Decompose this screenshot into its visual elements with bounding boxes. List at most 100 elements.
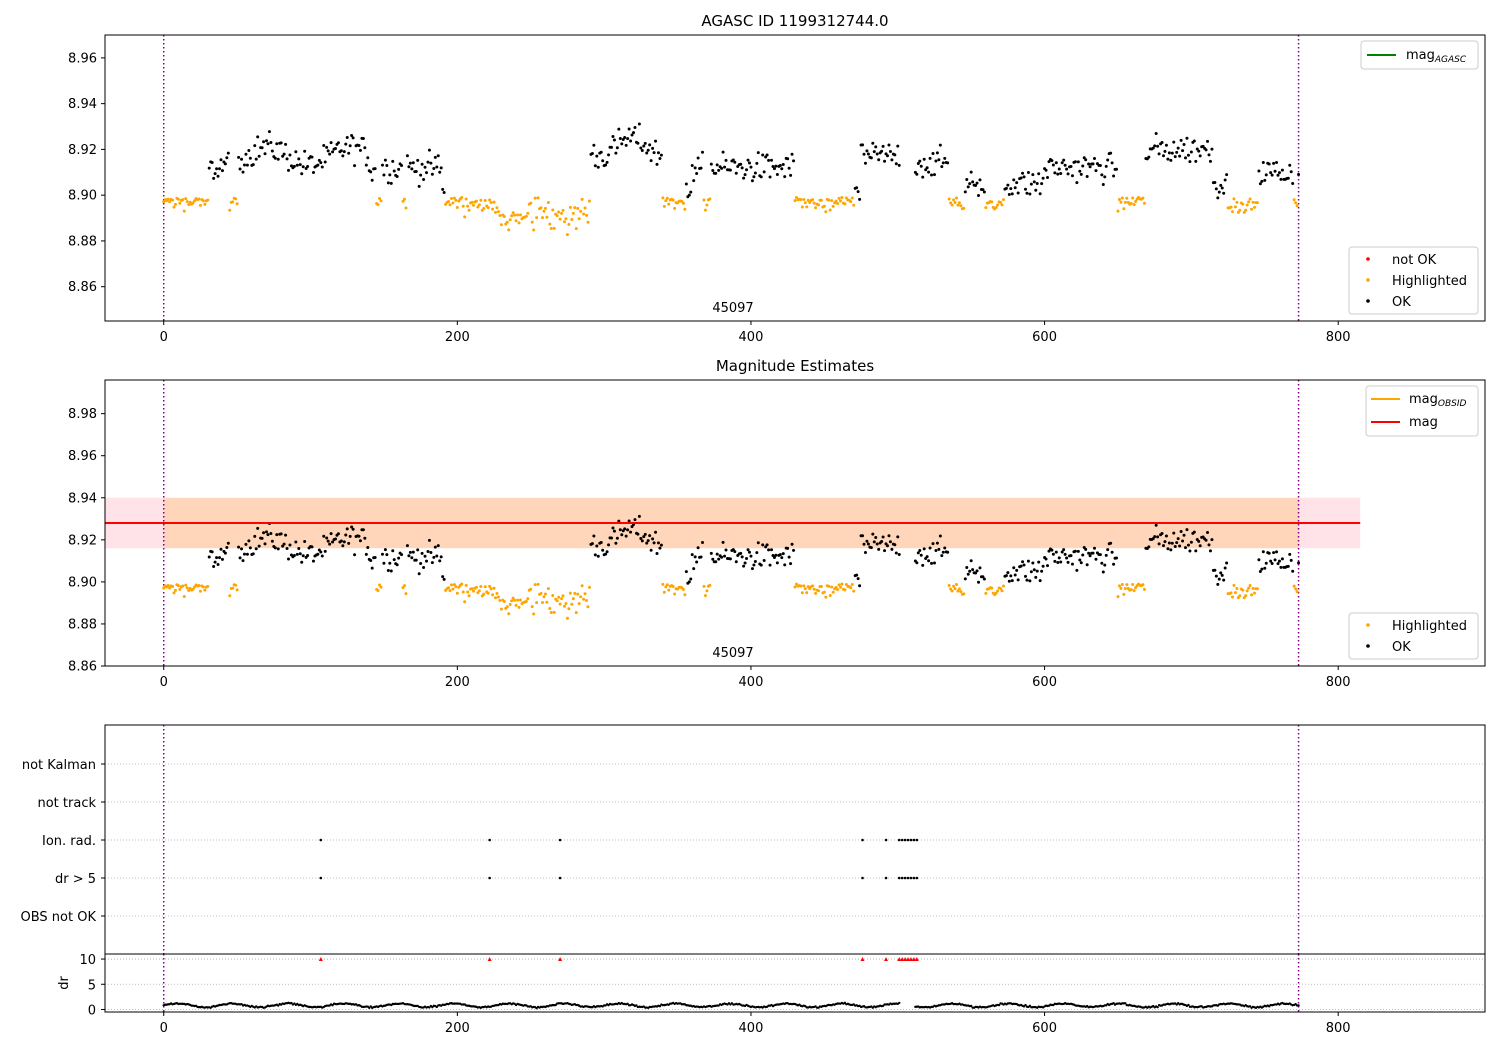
ok-point (687, 580, 691, 584)
x-tick-label: 800 (1326, 675, 1351, 690)
ok-point (695, 171, 699, 175)
ok-point (1279, 177, 1283, 181)
ok-point (288, 153, 292, 157)
highlighted-point (994, 591, 998, 595)
ok-point (1186, 543, 1190, 547)
ok-point (690, 553, 694, 557)
ok-point (656, 151, 660, 155)
ok-point (875, 152, 879, 156)
ok-point (242, 163, 246, 167)
ok-point (407, 554, 411, 558)
highlighted-point (816, 589, 820, 593)
ok-point (649, 548, 653, 552)
highlighted-point (463, 215, 467, 219)
ok-point (419, 173, 423, 177)
ok-point (1104, 164, 1108, 168)
ok-point (1267, 551, 1271, 555)
ok-point (1270, 561, 1274, 565)
ok-point (1056, 172, 1060, 176)
ok-point (370, 178, 374, 182)
ok-point (373, 555, 377, 559)
highlighted-point (586, 605, 590, 609)
highlighted-point (526, 597, 530, 601)
ok-point (425, 559, 429, 563)
ok-point (407, 165, 411, 169)
x-tick-label: 0 (160, 1021, 168, 1036)
ok-point (1041, 564, 1045, 568)
x-tick-label: 200 (445, 330, 470, 345)
y-tick-label: 8.88 (68, 234, 97, 249)
highlighted-point (379, 585, 383, 589)
ok-point (1007, 193, 1011, 197)
ok-point (687, 193, 691, 197)
ok-point (609, 536, 613, 540)
ok-point (875, 542, 879, 546)
highlighted-point (1238, 594, 1242, 598)
ok-point (778, 164, 782, 168)
y-tick-label: 8.96 (68, 449, 97, 464)
highlighted-point (378, 583, 382, 587)
ok-point (242, 552, 246, 556)
highlighted-point (837, 196, 841, 200)
ok-point (240, 547, 244, 551)
ok-point (1038, 192, 1042, 196)
ok-point (319, 161, 323, 165)
ok-point (880, 149, 884, 153)
x-tick-label: 800 (1326, 330, 1351, 345)
highlighted-point (1253, 591, 1257, 595)
x-tick-label: 200 (445, 675, 470, 690)
ok-point (1220, 186, 1224, 190)
ok-point (328, 542, 332, 546)
highlighted-point (702, 198, 706, 202)
highlighted-point (1294, 201, 1298, 205)
ok-point (266, 533, 270, 537)
highlighted-point (1295, 590, 1299, 594)
ok-point (753, 171, 757, 175)
ok-point (620, 142, 624, 146)
panel1-points (162, 122, 1301, 237)
ok-point (292, 553, 296, 557)
ok-point (1297, 172, 1301, 176)
ok-point (325, 536, 329, 540)
ok-point (281, 154, 285, 158)
ok-point (1225, 561, 1229, 565)
ok-point (623, 527, 627, 531)
highlighted-point (513, 598, 517, 602)
highlighted-point (483, 585, 487, 589)
highlighted-point (811, 198, 815, 202)
highlighted-point (956, 589, 960, 593)
highlighted-point (805, 591, 809, 595)
dr-clipped-marker (884, 957, 889, 962)
ok-point (400, 553, 404, 557)
highlighted-point (162, 200, 166, 204)
highlighted-point (532, 228, 536, 232)
ok-point (743, 561, 747, 565)
dr-points (162, 957, 1300, 1010)
ok-point (264, 139, 268, 143)
ok-point (624, 143, 628, 147)
ok-point (1214, 187, 1218, 191)
ok-point (775, 172, 779, 176)
ok-point (656, 541, 660, 545)
ok-point (1006, 571, 1010, 575)
highlighted-point (580, 584, 584, 588)
highlighted-point (536, 196, 540, 200)
ok-point (1206, 139, 1210, 143)
ok-point (858, 197, 862, 201)
ok-point (755, 161, 759, 165)
ok-point (709, 551, 713, 555)
ok-point (1087, 551, 1091, 555)
ok-point (241, 170, 245, 174)
highlighted-point (664, 199, 668, 203)
ok-point (645, 151, 649, 155)
ok-point (652, 541, 656, 545)
highlighted-point (231, 586, 235, 590)
ok-point (684, 182, 688, 186)
ok-point (269, 141, 273, 145)
ok-point (279, 141, 283, 145)
ok-point (885, 544, 889, 548)
highlighted-point (516, 598, 520, 602)
legend-marker (1366, 257, 1370, 261)
highlighted-point (570, 602, 574, 606)
ok-point (256, 526, 260, 530)
